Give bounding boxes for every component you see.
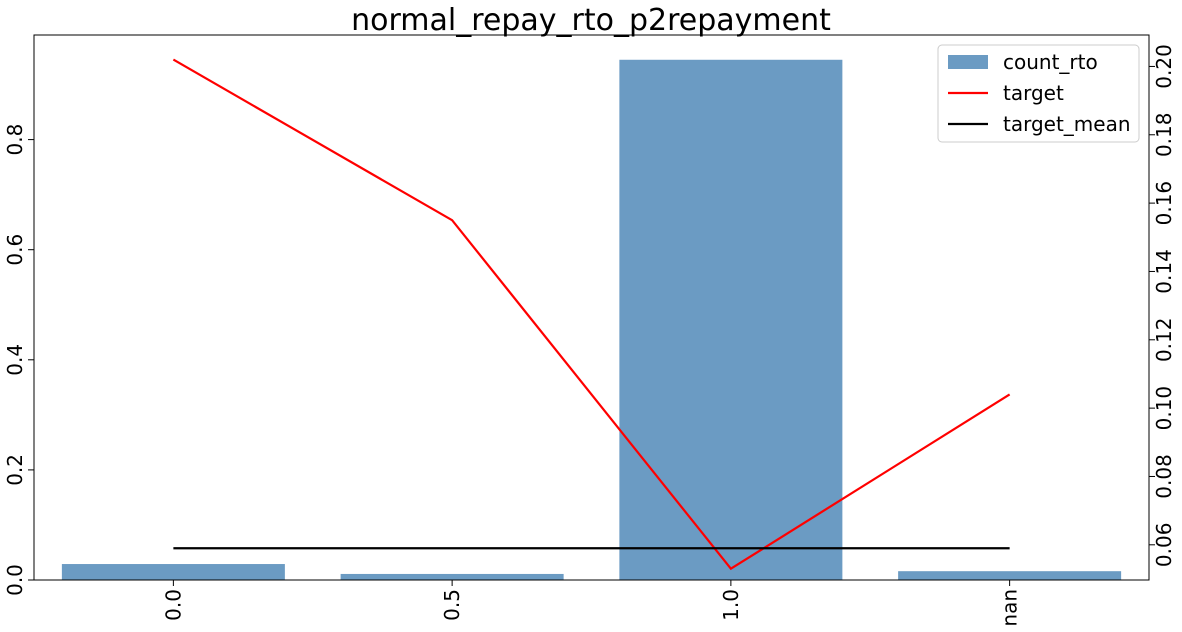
legend-box (937, 44, 1140, 143)
right-tick-label-0: 0.06 (1152, 523, 1176, 568)
left-tick-label-0: 0.0 (3, 564, 27, 596)
left-tick-label-4: 0.8 (3, 124, 27, 156)
plot-frame (33, 34, 1150, 581)
right-tick-label-5: 0.16 (1152, 181, 1176, 226)
chart-title: normal_repay_rto_p2repayment (351, 3, 831, 38)
bars-layer (61, 59, 1122, 581)
lines-layer (172, 58, 1011, 571)
legend-swatch-count_rto (948, 55, 988, 69)
right-tick-label-1: 0.08 (1152, 454, 1176, 499)
legend-label-target: target (1003, 81, 1064, 105)
left-tick-label-3: 0.6 (3, 234, 27, 266)
right-tick-label-4: 0.14 (1152, 249, 1176, 294)
line-target (172, 58, 1011, 571)
x-tick-label-1: 0.5 (440, 589, 464, 621)
right-axis: 0.06 0.08 0.10 0.12 0.14 0.16 0.18 0.20 (1149, 44, 1176, 567)
bar-count_rto-1 (340, 573, 564, 580)
legend-label-target_mean: target_mean (1003, 112, 1131, 136)
right-tick-label-6: 0.18 (1152, 113, 1176, 158)
x-tick-label-2: 1.0 (719, 589, 743, 621)
bar-count_rto-0 (61, 564, 285, 580)
left-axis: 0.0 0.2 0.4 0.6 0.8 (3, 124, 34, 596)
bar-count_rto-3 (898, 571, 1122, 580)
right-tick-label-2: 0.10 (1152, 386, 1176, 431)
x-tick-label-3: nan (998, 589, 1022, 627)
x-tick-label-0: 0.0 (161, 589, 185, 621)
right-tick-label-7: 0.20 (1152, 44, 1176, 89)
legend-label-count_rto: count_rto (1003, 50, 1098, 74)
right-tick-label-3: 0.12 (1152, 318, 1176, 363)
left-tick-label-1: 0.2 (3, 454, 27, 486)
left-tick-label-2: 0.4 (3, 344, 27, 376)
bar-count_rto-2 (619, 59, 843, 581)
x-axis: 0.0 0.5 1.0 nan (161, 580, 1022, 627)
